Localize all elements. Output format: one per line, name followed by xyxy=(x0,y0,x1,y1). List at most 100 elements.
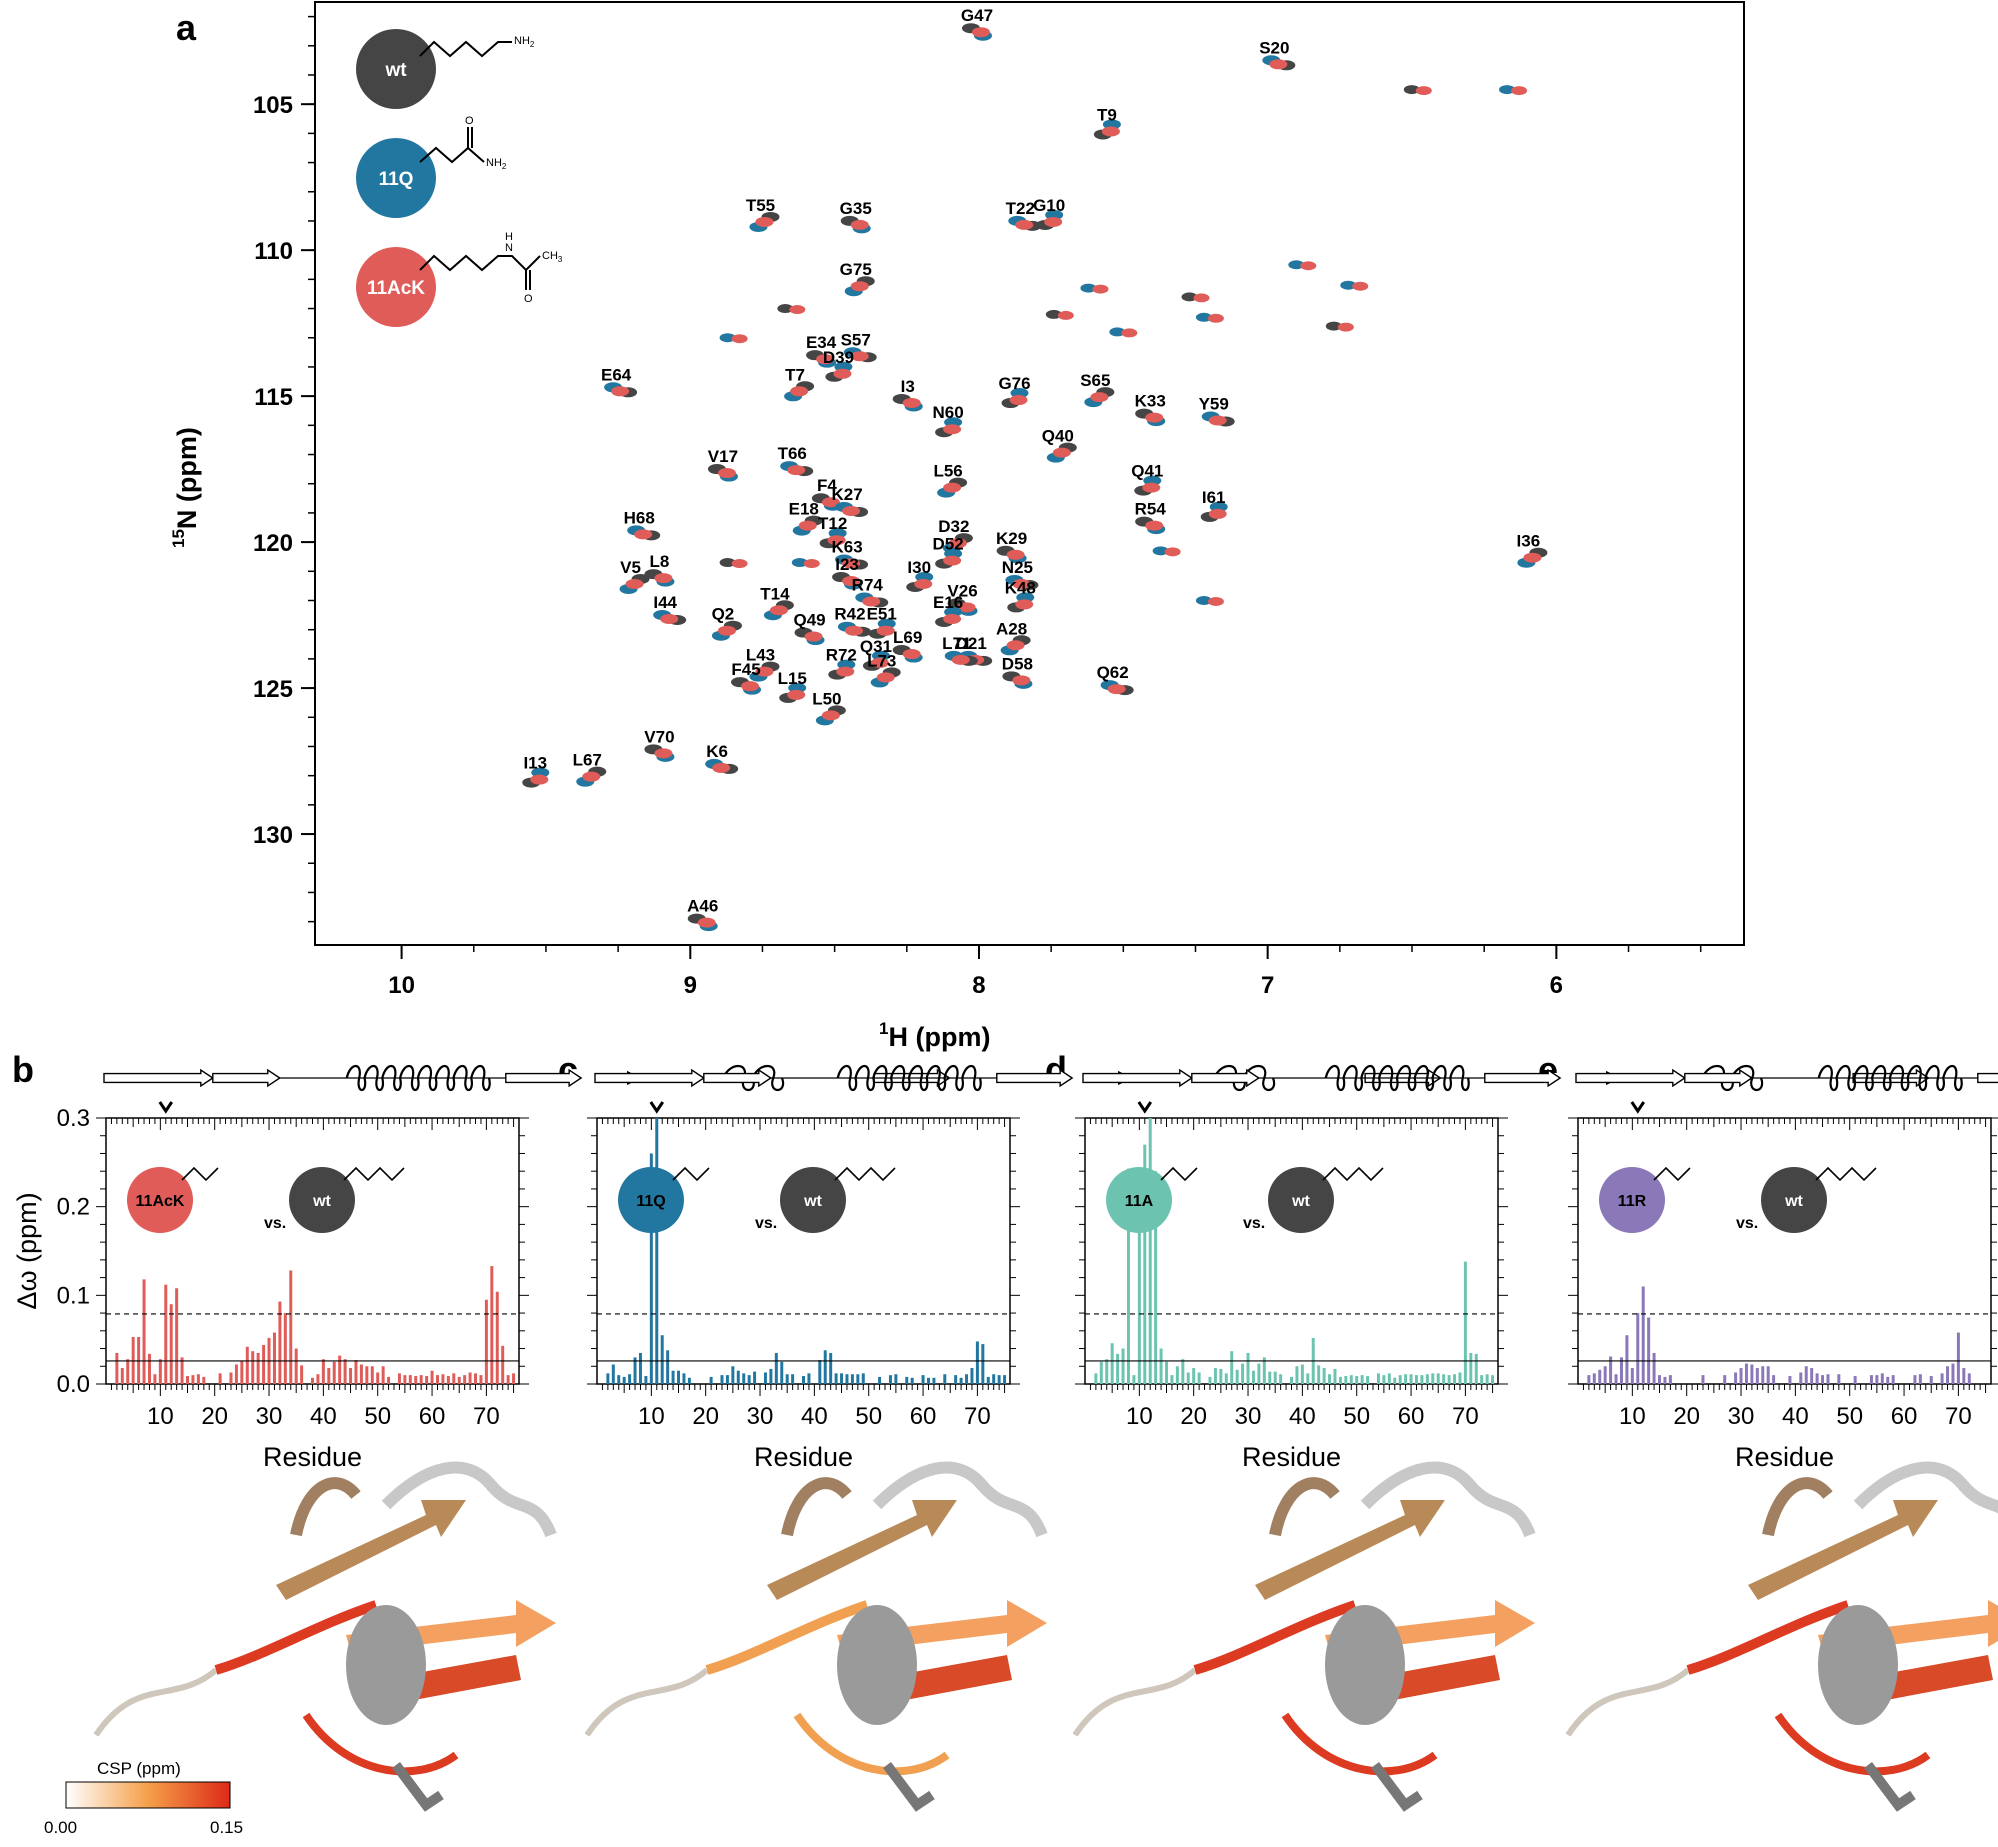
csp-bar xyxy=(1480,1375,1484,1384)
alpha-helix-coil xyxy=(836,1064,982,1092)
csp-bar xyxy=(1761,1366,1765,1384)
mutant-label: 11Q xyxy=(636,1193,665,1210)
peak-label: L69 xyxy=(893,628,922,647)
peak-label: I3 xyxy=(901,377,915,396)
peak-11ack xyxy=(798,520,817,531)
reference-marker xyxy=(780,1167,846,1233)
csp-bar xyxy=(1485,1374,1489,1384)
x-tick-label: 70 xyxy=(1452,1403,1479,1430)
x-tick-label: 50 xyxy=(1343,1403,1370,1430)
hsqc-plot-frame xyxy=(314,1,1745,946)
beta-sheet xyxy=(767,1500,957,1600)
peak-11ack xyxy=(1269,59,1288,70)
beta-strand-hotspot xyxy=(705,1600,869,1675)
x-tick-label: 10 xyxy=(638,1403,665,1430)
peak-label: S57 xyxy=(841,330,871,349)
csp-bar xyxy=(349,1368,353,1384)
peak-label: L71 xyxy=(942,634,971,653)
peak-11ack xyxy=(1044,216,1063,227)
alpha-helix xyxy=(837,1605,917,1725)
csp-bar xyxy=(1295,1366,1299,1384)
peak-label: I61 xyxy=(1202,488,1226,507)
csp-bar xyxy=(921,1375,925,1384)
peak-label: K63 xyxy=(831,538,862,557)
csp-bar xyxy=(196,1374,200,1384)
mutation-site-marker xyxy=(1137,1101,1153,1114)
csp-bar xyxy=(802,1376,805,1384)
beta-strand-arrow xyxy=(1082,1068,1194,1088)
c-terminal-loop xyxy=(872,1461,1048,1538)
sidechain-peak xyxy=(1092,284,1109,294)
sidechain-peak xyxy=(1152,546,1169,556)
csp-bar xyxy=(1393,1377,1397,1384)
x-tick-label: 50 xyxy=(364,1403,391,1430)
peak-11ack xyxy=(611,386,630,397)
c-terminal-loop xyxy=(381,1461,557,1538)
csp-bar xyxy=(1929,1376,1933,1384)
beta-strand-arrow xyxy=(1684,1068,1754,1088)
csp-bar xyxy=(1701,1375,1705,1384)
bar-panel-b: 10 20 30 40 50 60 70 Residue 0.0 0.1 0.2 0.3 Δω (ppm… xyxy=(12,1064,951,1812)
csp-bar xyxy=(638,1352,642,1384)
csp-bar xyxy=(959,1377,963,1384)
csp-bar xyxy=(1344,1376,1348,1384)
glutamine-sidechain xyxy=(419,146,485,164)
peak-11ack xyxy=(821,710,840,721)
csp-bar xyxy=(1614,1374,1618,1384)
beta-strand-arrow xyxy=(1977,1072,1998,1084)
csp-bar xyxy=(943,1374,947,1384)
peak-label: I13 xyxy=(523,754,547,773)
reference-label: wt xyxy=(803,1193,822,1210)
bar-panel-d: 10 20 30 40 50 60 70 Residue 11A vs. wt xyxy=(1072,1064,1930,1812)
versus-label: vs. xyxy=(264,1215,286,1232)
peak-label: F45 xyxy=(731,660,760,679)
plot-frame xyxy=(596,1117,1011,1385)
mutation-site-marker xyxy=(158,1101,174,1114)
x-tick-label: 30 xyxy=(1728,1403,1755,1430)
beta-strand-arrow xyxy=(1575,1068,1687,1088)
csp-bar xyxy=(731,1366,735,1384)
reference-marker xyxy=(1761,1167,1827,1233)
csp-bar xyxy=(419,1375,423,1384)
y-axis-title: Δω (ppm) xyxy=(12,1192,42,1309)
peak-label: T55 xyxy=(746,196,775,215)
peak-label: G75 xyxy=(840,260,872,279)
reference-marker xyxy=(1268,1167,1334,1233)
y-tick-label: 115 xyxy=(254,384,293,411)
lysine-sketch xyxy=(1322,1166,1384,1182)
x-tick-label: 30 xyxy=(1235,1403,1262,1430)
peak-label: K6 xyxy=(706,742,728,761)
csp-bar xyxy=(1913,1375,1917,1384)
amine-group: NH2 xyxy=(514,35,535,49)
csp-bar xyxy=(736,1370,740,1384)
csp-bar xyxy=(1647,1317,1651,1384)
y-tick-label: 125 xyxy=(253,676,293,703)
csp-bar xyxy=(850,1374,854,1384)
csp-bar xyxy=(1420,1375,1424,1384)
csp-bar xyxy=(1652,1352,1656,1384)
y-tick-label: 0.2 xyxy=(57,1194,90,1221)
alpha-helix-coil xyxy=(1817,1064,1963,1092)
csp-bar xyxy=(1148,1118,1152,1384)
sidechain-peak xyxy=(1193,293,1210,303)
peak-11ack xyxy=(654,573,673,584)
sidechain-peak xyxy=(1207,596,1224,606)
peak-11ack xyxy=(1006,549,1025,560)
secondary-structure xyxy=(1575,1064,1998,1092)
sidechain-peak xyxy=(1195,595,1212,605)
csp-bar xyxy=(1869,1375,1873,1384)
csp-bar xyxy=(905,1376,909,1384)
peak-label: G10 xyxy=(1033,196,1065,215)
csp-bar xyxy=(622,1376,626,1384)
x-tick-label: 30 xyxy=(256,1403,283,1430)
csp-bar xyxy=(457,1376,461,1384)
csp-bar xyxy=(1799,1372,1803,1384)
peak-label: I36 xyxy=(1517,532,1541,551)
x-tick-label: 10 xyxy=(147,1403,174,1430)
peak-11ack xyxy=(1142,482,1161,493)
peak-label: H68 xyxy=(624,508,655,527)
plot-frame xyxy=(1577,1117,1992,1385)
csp-bar xyxy=(1891,1375,1895,1384)
csp-bar xyxy=(1398,1375,1402,1384)
peak-label: I44 xyxy=(653,593,677,612)
